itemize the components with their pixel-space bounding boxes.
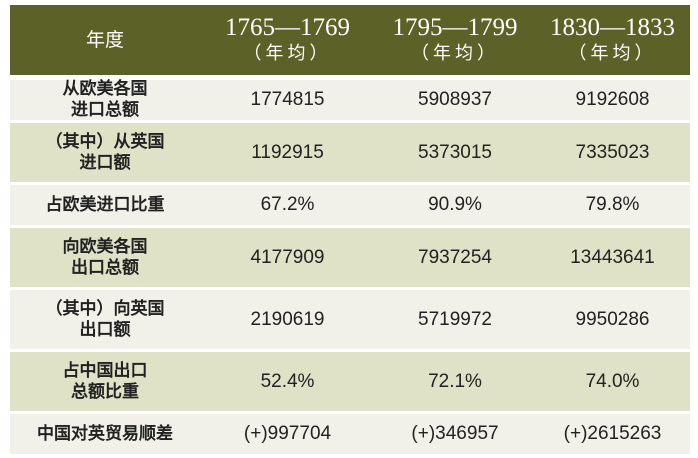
header-years: 1830—1833 — [550, 14, 675, 41]
value-cell: 13443641 — [570, 246, 655, 268]
row-label: （其中）向英国 出口额 — [10, 299, 200, 341]
value-cell: 72.1% — [428, 370, 482, 392]
value-cell: 4177909 — [250, 246, 325, 268]
header-years: 1795—1799 — [392, 14, 518, 41]
value-cell: 67.2% — [260, 194, 315, 215]
row-label-line: 总额比重 — [71, 381, 139, 402]
value-cell: 5908937 — [418, 89, 492, 110]
value-cell: 9192608 — [575, 89, 650, 110]
row-label-line: 进口总额 — [71, 100, 139, 120]
row-label-line: （其中）向英国 — [45, 298, 165, 319]
row-label-line: 占欧美进口比重 — [45, 194, 165, 215]
value-cell: 5719972 — [418, 308, 492, 330]
row-label-line: 占中国出口 — [62, 360, 148, 381]
table-row: 占欧美进口比重 67.2% 90.9% 79.8% — [10, 185, 690, 225]
trade-table: 年度 1765—1769 （年均） 1795—1799 （年均） 1830—1833… — [10, 5, 690, 457]
row-label-line: 进口额 — [79, 152, 131, 173]
header-note: （年均） — [243, 43, 332, 64]
row-label-line: 从欧美各国 — [62, 79, 148, 99]
value-cell: 7335023 — [575, 141, 650, 163]
value-cell: (+)997704 — [243, 423, 332, 444]
table-row: 中国对英贸易顺差 (+)997704 (+)346957 (+)2615263 — [10, 414, 690, 454]
value-cell: 52.4% — [260, 370, 315, 392]
row-label-line: 中国对英贸易顺差 — [37, 423, 173, 444]
value-cell: 5373015 — [418, 141, 492, 163]
row-label: 中国对英贸易顺差 — [10, 424, 200, 445]
header-note: （年均） — [411, 43, 499, 64]
value-cell: 2190619 — [250, 308, 325, 330]
value-cell: 1192915 — [251, 141, 324, 163]
row-label-line: 向欧美各国 — [62, 236, 148, 257]
value-cell: 74.0% — [585, 370, 640, 392]
value-cell: 1774815 — [250, 89, 325, 110]
row-label: 从欧美各国 进口总额 — [10, 79, 200, 121]
table-row: 从欧美各国 进口总额 1774815 5908937 9192608 — [10, 79, 690, 121]
row-label-line: （其中）从英国 — [45, 131, 165, 152]
value-cell: (+)2615263 — [563, 423, 662, 444]
value-cell: 9950286 — [575, 308, 650, 330]
row-label: 占中国出口 总额比重 — [10, 361, 200, 403]
header-label: 年度 — [85, 28, 124, 51]
header-col-2: 1795—1799 （年均） — [375, 14, 535, 66]
row-label: 占欧美进口比重 — [10, 195, 200, 216]
header-col-3: 1830—1833 （年均） — [535, 14, 690, 66]
row-label-line: 出口额 — [79, 319, 131, 340]
header-note: （年均） — [568, 43, 657, 64]
row-label-line: 出口总额 — [71, 257, 139, 278]
row-label: （其中）从英国 进口额 — [10, 132, 200, 174]
table-row: 占中国出口 总额比重 52.4% 72.1% 74.0% — [10, 352, 690, 411]
table-row: 向欧美各国 出口总额 4177909 7937254 13443641 — [10, 228, 690, 287]
header-row: 年度 1765—1769 （年均） 1795—1799 （年均） 1830—1833… — [10, 5, 690, 75]
header-col-1: 1765—1769 （年均） — [200, 14, 375, 66]
header-years: 1765—1769 — [225, 14, 350, 41]
table-row: （其中）从英国 进口额 1192915 5373015 7335023 — [10, 123, 690, 182]
value-cell: 90.9% — [428, 194, 482, 215]
row-label: 向欧美各国 出口总额 — [10, 237, 200, 279]
value-cell: 7937254 — [418, 246, 492, 268]
table-row: （其中）向英国 出口额 2190619 5719972 9950286 — [10, 290, 690, 349]
value-cell: 79.8% — [585, 194, 640, 215]
value-cell: (+)346957 — [411, 423, 499, 444]
